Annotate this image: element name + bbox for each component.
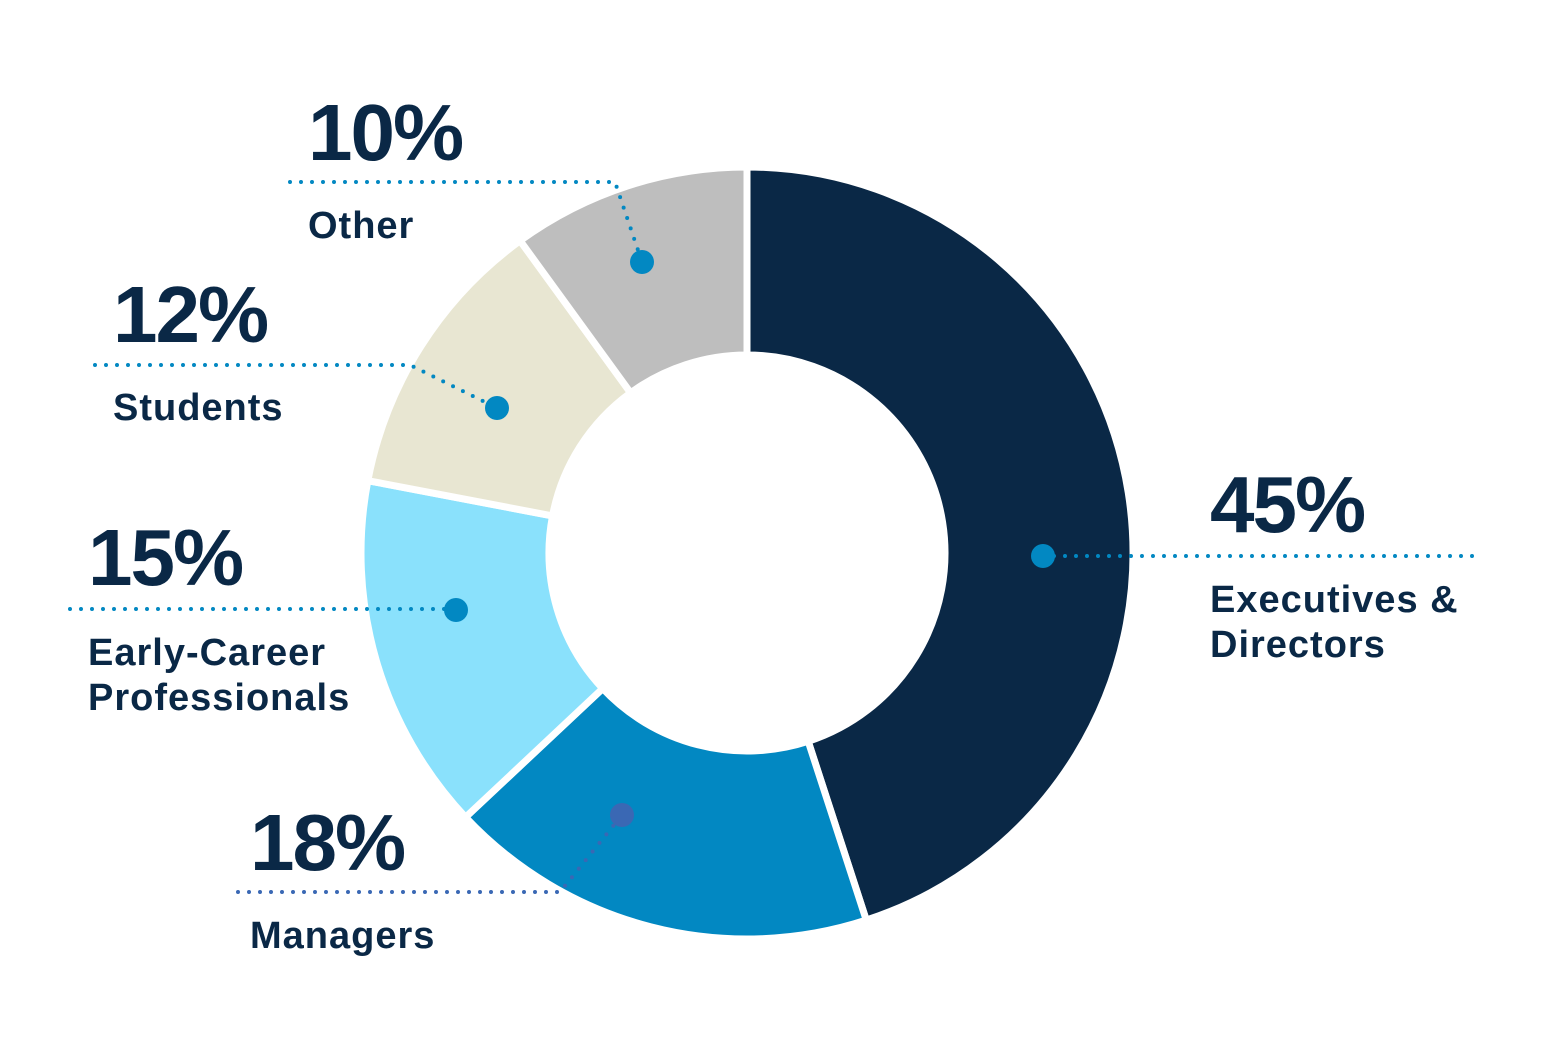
slice-marker-1	[610, 803, 634, 827]
slice-marker-2	[444, 598, 468, 622]
slice-0	[743, 163, 1137, 925]
slice-3	[363, 235, 636, 520]
value-label-3: 12%	[113, 270, 268, 359]
category-label-2: Professionals	[88, 677, 350, 719]
category-label-1: Managers	[250, 915, 435, 957]
value-label-2: 15%	[88, 513, 243, 602]
value-label-0: 45%	[1210, 460, 1365, 549]
slice-1	[460, 683, 871, 943]
value-label-4: 10%	[308, 88, 463, 177]
slice-marker-0	[1031, 544, 1055, 568]
category-label-2: Early-Career	[88, 632, 326, 674]
slice-4	[515, 163, 751, 398]
category-label-4: Other	[308, 205, 414, 247]
leader-line-4	[288, 180, 644, 264]
category-label-0: Directors	[1210, 624, 1386, 666]
slice-2	[357, 476, 608, 823]
slice-marker-4	[630, 250, 654, 274]
category-label-0: Executives &	[1210, 579, 1459, 621]
value-label-1: 18%	[250, 798, 405, 887]
category-label-3: Students	[113, 387, 284, 429]
slice-marker-3	[485, 396, 509, 420]
